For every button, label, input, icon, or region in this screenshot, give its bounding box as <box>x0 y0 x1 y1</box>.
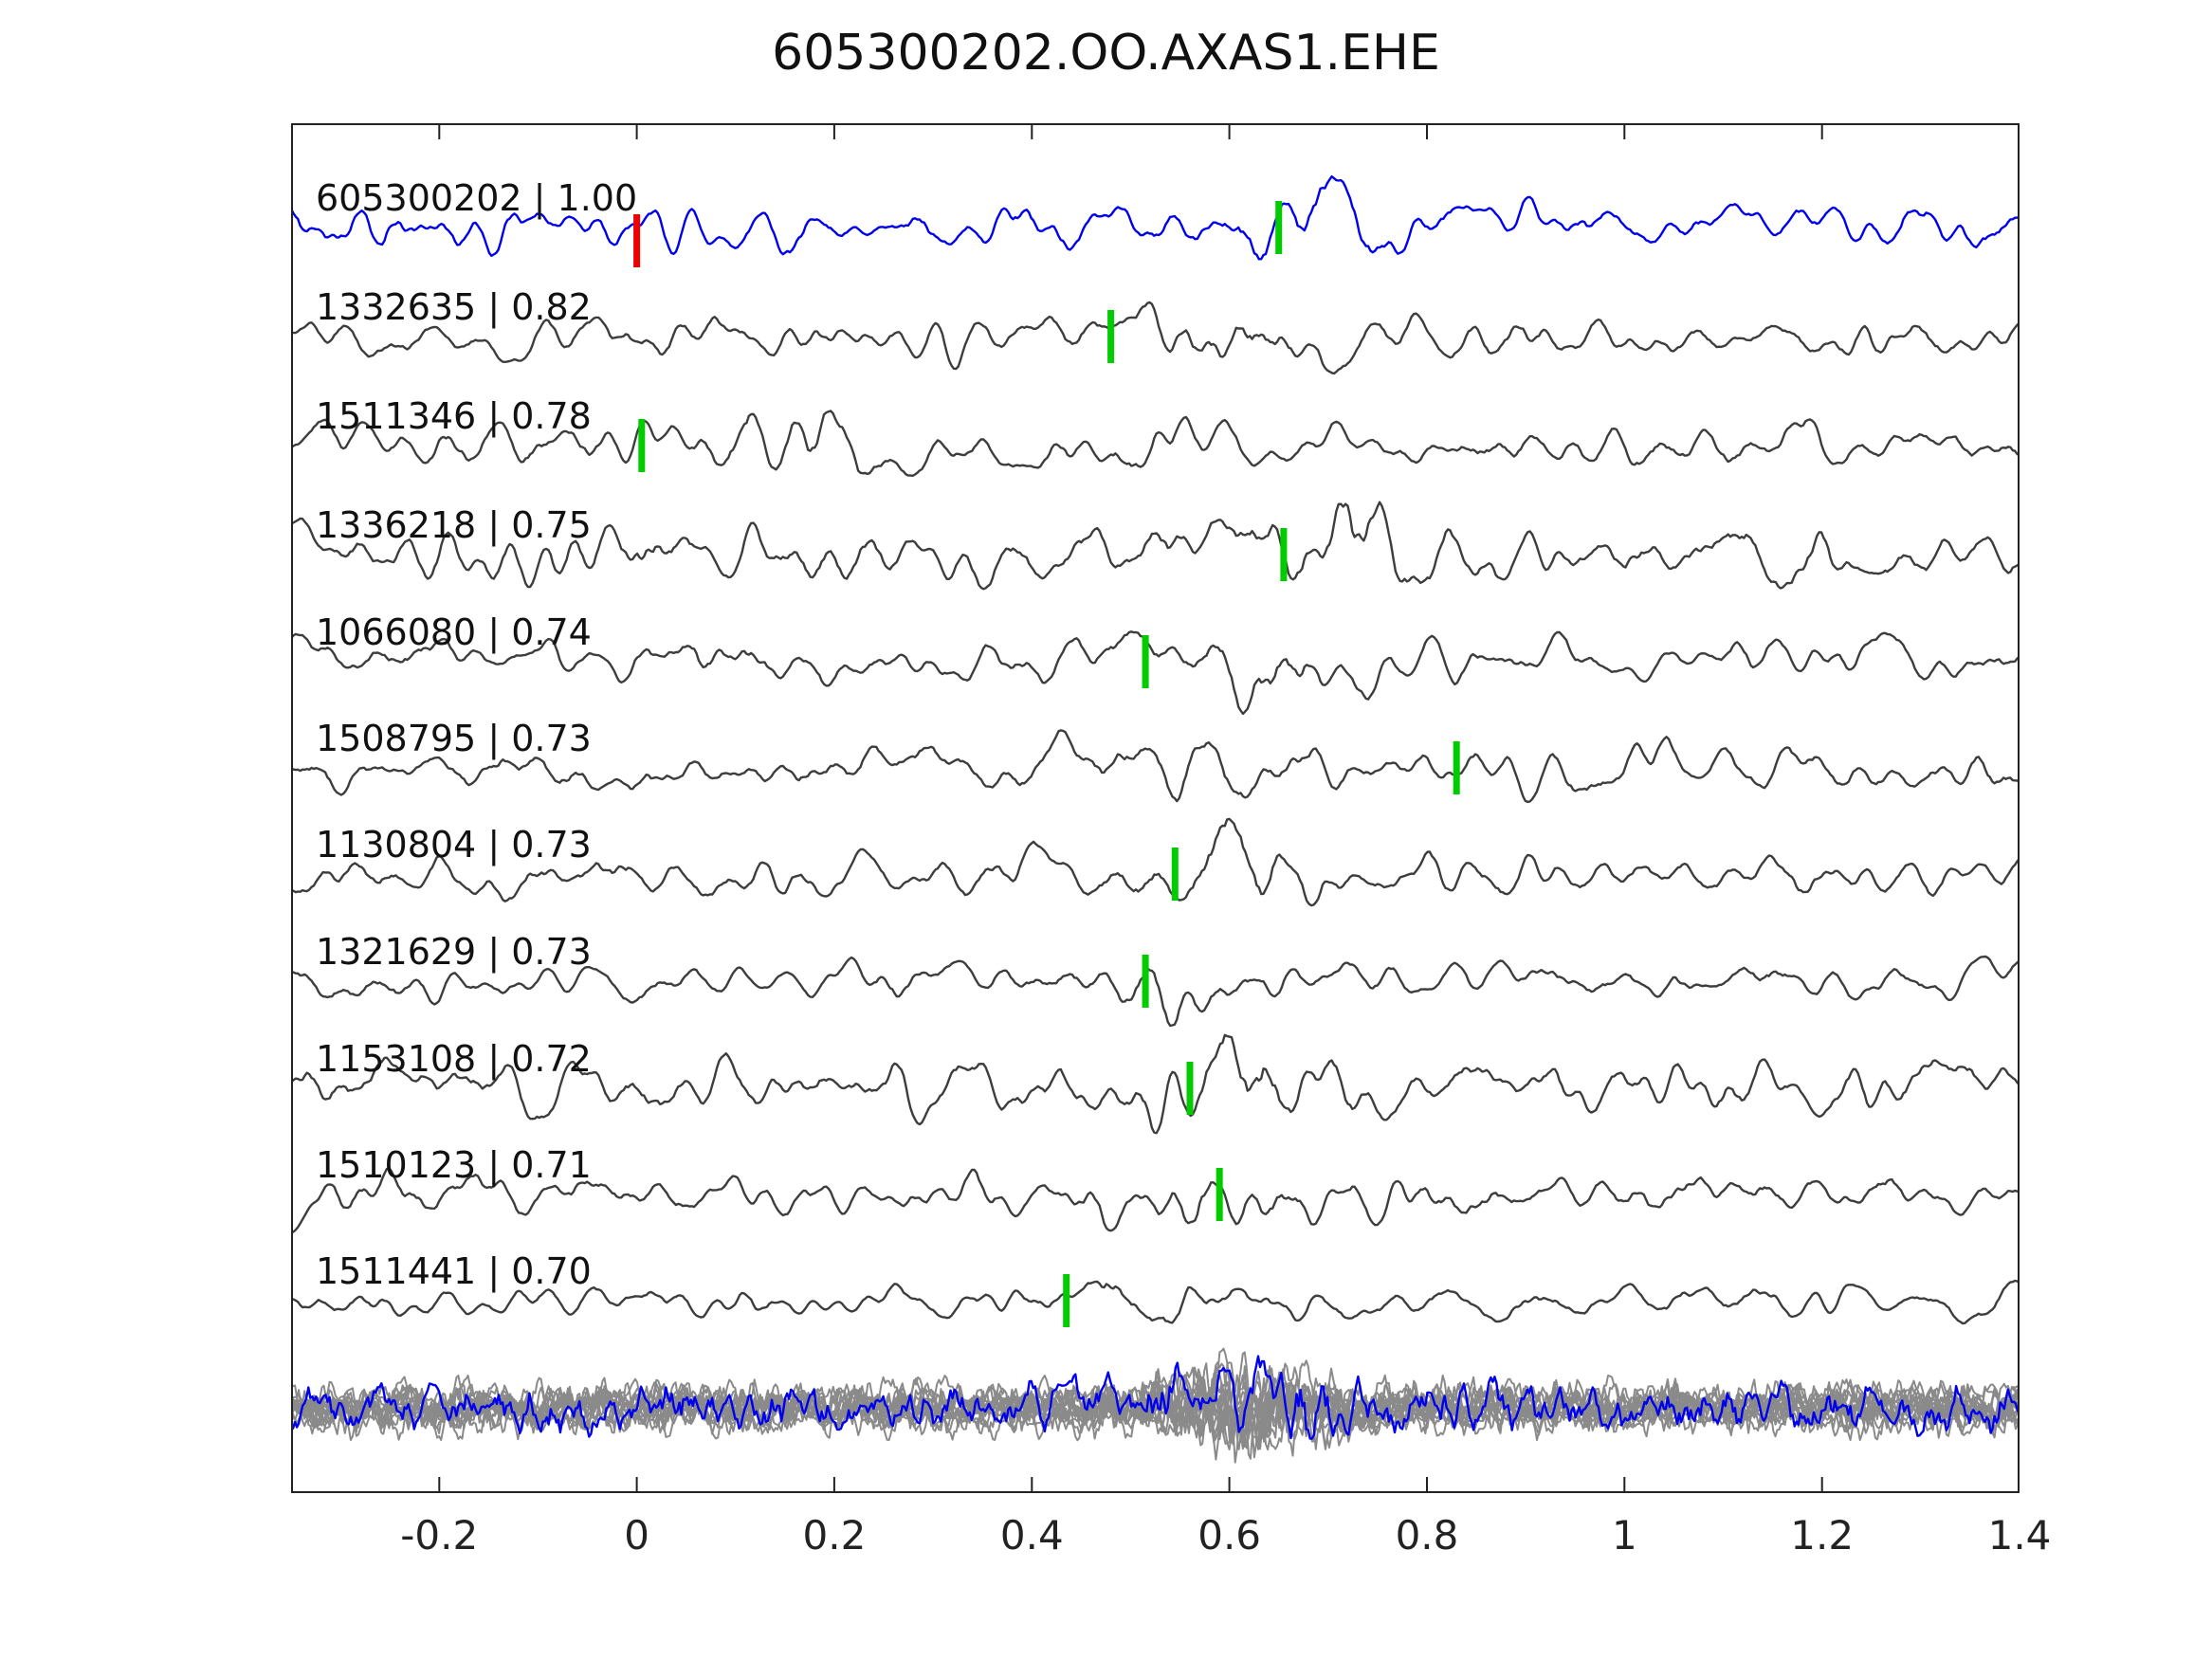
stack-highlight-trace <box>291 1355 2020 1440</box>
pick-marker <box>1142 635 1149 688</box>
waveform-trace <box>291 1166 2020 1234</box>
waveform-trace <box>291 955 2020 1028</box>
waveform-trace <box>291 729 2020 804</box>
trace-label: 1336218 | 0.75 <box>316 504 592 547</box>
trace-label: 1153108 | 0.72 <box>316 1038 592 1081</box>
pick-marker <box>1142 955 1149 1008</box>
x-tick-label: 1.4 <box>1987 1512 2052 1559</box>
chart-title: 605300202.OO.AXAS1.EHE <box>772 25 1440 82</box>
trace-label: 1511441 | 0.70 <box>316 1250 592 1293</box>
waveform-trace <box>291 1033 2020 1135</box>
trace-label: 1511346 | 0.78 <box>316 395 592 438</box>
pick-marker <box>1275 201 1283 254</box>
pick-marker <box>638 419 646 472</box>
waveform-trace <box>291 301 2020 375</box>
waveform-trace <box>291 817 2020 907</box>
trace-label: 1321629 | 0.73 <box>316 931 592 974</box>
waveform-trace <box>291 175 2020 261</box>
x-tick-label: 0.2 <box>802 1512 867 1559</box>
waveform-trace <box>291 501 2020 591</box>
pick-marker <box>1280 528 1288 581</box>
waveform-trace <box>291 410 2020 477</box>
x-tick-label: 0 <box>624 1512 649 1559</box>
trace-label: 1332635 | 0.82 <box>316 286 592 329</box>
trace-label: 1066080 | 0.74 <box>316 611 592 654</box>
trace-label: 1508795 | 0.73 <box>316 718 592 760</box>
trace-label: 1510123 | 0.71 <box>316 1144 592 1187</box>
x-tick-label: 0.8 <box>1395 1512 1459 1559</box>
pick-marker <box>1453 741 1460 794</box>
waveform-trace <box>291 1279 2020 1325</box>
waveform-trace <box>291 630 2020 716</box>
waveform-plot: 605300202 | 1.00 1332635 | 0.82 1511346 | … <box>291 123 2020 1493</box>
x-tick-label: 1.2 <box>1790 1512 1855 1559</box>
pick-marker <box>1216 1168 1223 1221</box>
trace-label: 1130804 | 0.73 <box>316 824 592 866</box>
pick-marker <box>1186 1062 1194 1115</box>
x-tick-label: 0.6 <box>1197 1512 1262 1559</box>
pick-marker <box>1107 310 1115 363</box>
x-tick-label: 0.4 <box>999 1512 1064 1559</box>
pick-marker <box>1063 1274 1070 1327</box>
trace-label: 605300202 | 1.00 <box>316 177 637 220</box>
pick-marker <box>1171 848 1179 901</box>
plot-area: 605300202 | 1.00 1332635 | 0.82 1511346 | … <box>291 123 2020 1493</box>
x-tick-label: 1 <box>1611 1512 1637 1559</box>
x-tick-label: -0.2 <box>400 1512 479 1559</box>
template-time-marker <box>633 214 641 267</box>
axes-box <box>291 123 2020 1493</box>
